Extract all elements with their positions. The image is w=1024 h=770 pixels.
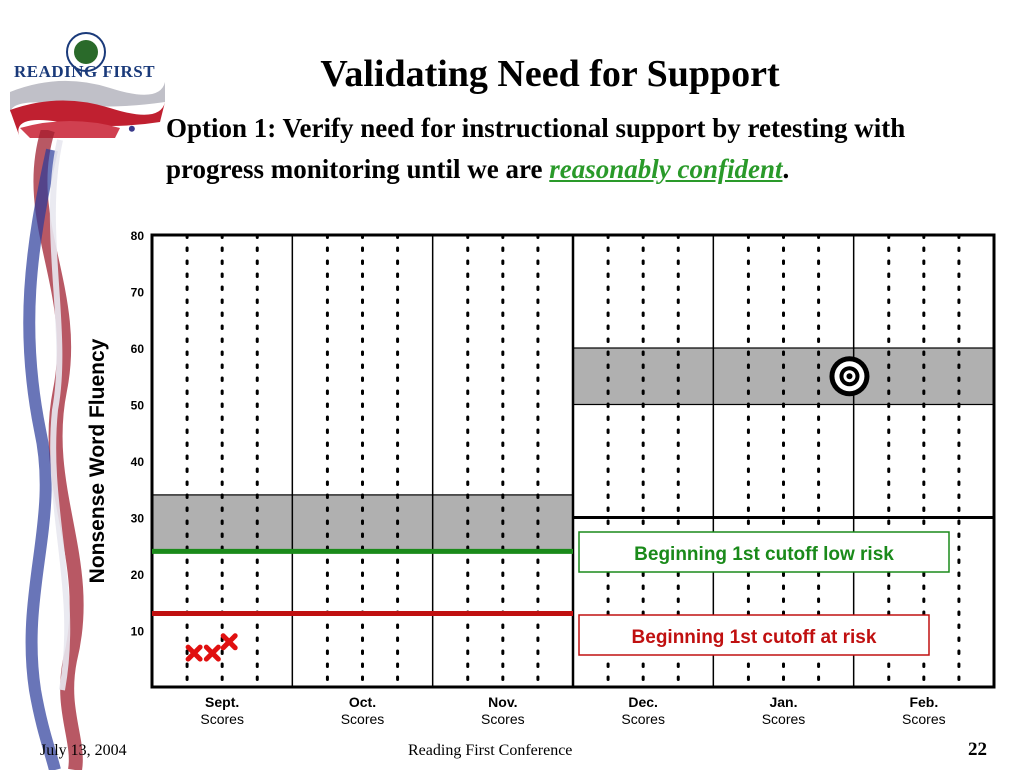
y-tick-label: 70 — [131, 286, 145, 300]
y-tick-label: 30 — [131, 512, 145, 526]
x-period-sublabel: Scores — [341, 711, 385, 727]
x-period-label: Oct. — [349, 694, 376, 710]
cutoff-label-box-1 — [578, 614, 930, 656]
logo-text: READING FIRST — [14, 62, 156, 81]
bullet-end: . — [782, 154, 790, 184]
y-tick-label: 40 — [131, 455, 145, 469]
y-tick-label: 20 — [131, 568, 145, 582]
x-period-sublabel: Scores — [902, 711, 946, 727]
bullet-emphasis: reasonably confident — [549, 154, 783, 184]
y-tick-label: 50 — [131, 399, 145, 413]
page-number: 22 — [968, 739, 987, 760]
plot-border — [150, 233, 996, 689]
x-period-label: Sept. — [205, 694, 239, 710]
cutoff-label-1: Beginning 1st cutoff at risk — [632, 627, 877, 648]
x-period-sublabel: Scores — [621, 711, 665, 727]
progress-monitoring-chart: Beginning 1st cutoff low risk Beginning 1… — [86, 229, 996, 727]
y-tick-label: 10 — [131, 625, 145, 639]
x-period-sublabel: Scores — [200, 711, 244, 727]
slide-title: Validating Need for Support — [320, 53, 780, 95]
tree-icon — [74, 40, 98, 64]
cutoff-label-0: Beginning 1st cutoff low risk — [634, 544, 894, 565]
cutoff-label-box-0 — [578, 531, 950, 573]
x-period-label: Feb. — [909, 694, 938, 710]
reading-first-logo — [10, 32, 165, 138]
footer-date: July 13, 2004 — [40, 742, 127, 759]
bullet-text: Option 1: Verify need for instructional … — [166, 108, 926, 190]
y-tick-label: 80 — [131, 229, 145, 243]
score-marker-0 — [185, 644, 203, 662]
target-band-1 — [572, 347, 995, 406]
score-marker-1 — [203, 644, 221, 662]
x-period-label: Nov. — [488, 694, 517, 710]
score-marker-2 — [220, 633, 238, 651]
ribbon-decoration — [23, 130, 84, 770]
y-tick-label: 60 — [131, 342, 145, 356]
footer-conference: Reading First Conference — [408, 742, 573, 759]
x-period-label: Jan. — [769, 694, 797, 710]
x-period-sublabel: Scores — [762, 711, 806, 727]
bullet-main: Option 1: Verify need for instructional … — [166, 113, 906, 184]
x-period-sublabel: Scores — [481, 711, 525, 727]
y-axis-label: Nonsense Word Fluency — [86, 338, 109, 583]
bullet-icon: • — [128, 116, 136, 141]
x-period-label: Dec. — [628, 694, 658, 710]
target-icon-center — [846, 373, 853, 380]
